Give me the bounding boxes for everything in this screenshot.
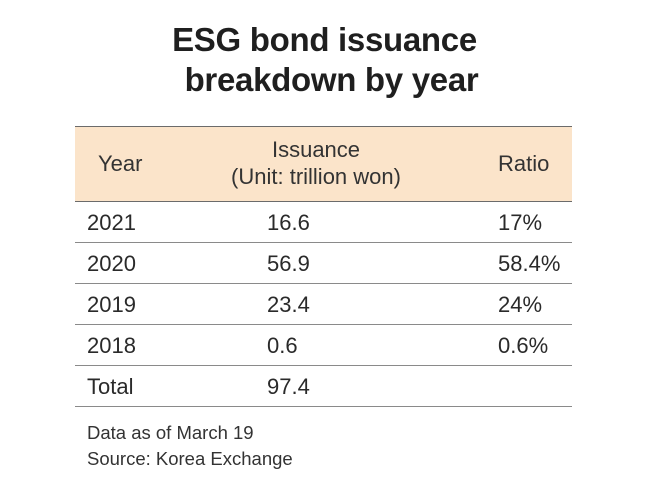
cell-year: 2020 xyxy=(87,251,136,276)
table-row-2020: 2020 56.9 58.4% xyxy=(75,243,572,284)
cell-issuance: 0.6 xyxy=(267,333,298,358)
issuance-table: Year Issuance (Unit: trillion won) Ratio… xyxy=(75,126,572,407)
chart-title-line-2: breakdown by year xyxy=(184,61,479,98)
cell-year: Total xyxy=(87,374,134,399)
header-issuance: Issuance (Unit: trillion won) xyxy=(225,136,407,190)
table-header: Year Issuance (Unit: trillion won) Ratio xyxy=(75,127,572,202)
cell-issuance: 16.6 xyxy=(267,210,310,235)
cell-issuance: 23.4 xyxy=(267,292,310,317)
data-date-note: Data as of March 19 xyxy=(87,422,254,443)
table-row-2021: 2021 16.6 17% xyxy=(75,202,572,243)
cell-year: 2018 xyxy=(87,333,136,358)
cell-ratio: 0.6% xyxy=(498,333,549,358)
table-row-2018: 2018 0.6 0.6% xyxy=(75,325,572,366)
header-issuance-unit: (Unit: trillion won) xyxy=(231,164,401,189)
footnotes: Data as of March 19 Source: Korea Exchan… xyxy=(87,420,293,472)
cell-ratio: 58.4% xyxy=(498,251,561,276)
chart-title: ESG bond issuance breakdown by year xyxy=(0,20,649,100)
header-ratio: Ratio xyxy=(498,151,550,176)
header-year: Year xyxy=(98,151,143,176)
table-row-2019: 2019 23.4 24% xyxy=(75,284,572,325)
table-row-total: Total 97.4 xyxy=(75,366,572,407)
chart-title-line-1: ESG bond issuance xyxy=(172,21,477,58)
cell-issuance: 97.4 xyxy=(267,374,310,399)
cell-year: 2019 xyxy=(87,292,136,317)
cell-issuance: 56.9 xyxy=(267,251,310,276)
cell-ratio: 24% xyxy=(498,292,543,317)
header-issuance-label: Issuance xyxy=(271,137,361,162)
cell-year: 2021 xyxy=(87,210,136,235)
cell-ratio: 17% xyxy=(498,210,543,235)
source-note: Source: Korea Exchange xyxy=(87,448,293,469)
